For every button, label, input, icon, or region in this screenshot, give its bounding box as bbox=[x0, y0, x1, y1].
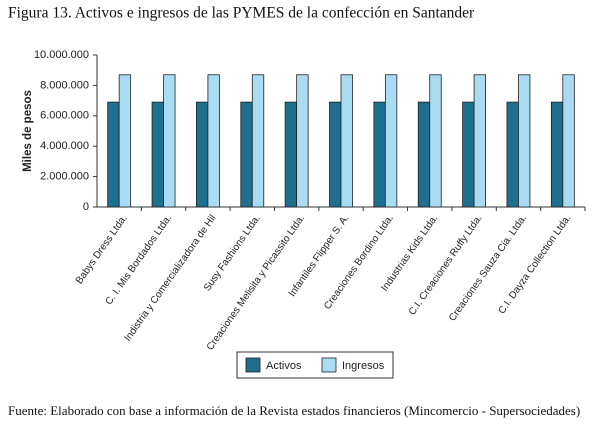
bar bbox=[207, 74, 220, 208]
chart: Figura 13. Activos e ingresos de las PYM… bbox=[8, 5, 586, 379]
bar bbox=[340, 74, 353, 208]
y-tick-label: 8.000.000 bbox=[40, 79, 89, 91]
y-tick-label: 0 bbox=[83, 201, 89, 213]
y-tick-label: 6.000.000 bbox=[40, 110, 89, 122]
x-tick-label: Creaciones Melisita y Picassito Ltda. bbox=[205, 213, 307, 353]
y-tick-label: 2.000.000 bbox=[40, 171, 89, 183]
bar bbox=[473, 74, 486, 208]
bar bbox=[462, 101, 475, 208]
bar bbox=[518, 74, 531, 208]
x-tick-label: C.I. Creaciones Ruffy Ltda. bbox=[407, 213, 485, 318]
y-axis-label: Miles de pesos bbox=[22, 90, 34, 172]
bar bbox=[373, 101, 386, 208]
bar bbox=[240, 101, 253, 208]
bar bbox=[163, 74, 176, 208]
legend-label: Ingresos bbox=[342, 360, 385, 372]
bar bbox=[118, 74, 132, 208]
bar bbox=[417, 101, 431, 208]
bar bbox=[506, 101, 519, 208]
x-tick-label: Creaciones Sauza Cia. Ltda. bbox=[447, 213, 529, 324]
bar bbox=[251, 74, 265, 208]
y-tick-label: 4.000.000 bbox=[40, 140, 89, 152]
bar bbox=[550, 101, 564, 208]
legend-swatch bbox=[245, 357, 261, 373]
bar bbox=[284, 101, 298, 208]
bar bbox=[196, 101, 209, 208]
legend-swatch bbox=[321, 357, 337, 373]
bar bbox=[329, 101, 342, 208]
bar bbox=[384, 74, 398, 208]
bar bbox=[429, 74, 442, 208]
chart-title: Figura 13. Activos e ingresos de las PYM… bbox=[8, 5, 475, 22]
y-tick-label: 10.000.000 bbox=[34, 49, 89, 61]
bar bbox=[562, 74, 575, 208]
legend-box bbox=[236, 351, 394, 379]
bar bbox=[107, 101, 120, 208]
source-note: Fuente: Elaborado con base a información… bbox=[8, 403, 581, 418]
legend-label: Activos bbox=[266, 360, 302, 372]
bar bbox=[151, 101, 164, 208]
x-tick-label: Indistria y Comercializadora de Hil bbox=[122, 213, 218, 344]
bar bbox=[296, 74, 309, 208]
